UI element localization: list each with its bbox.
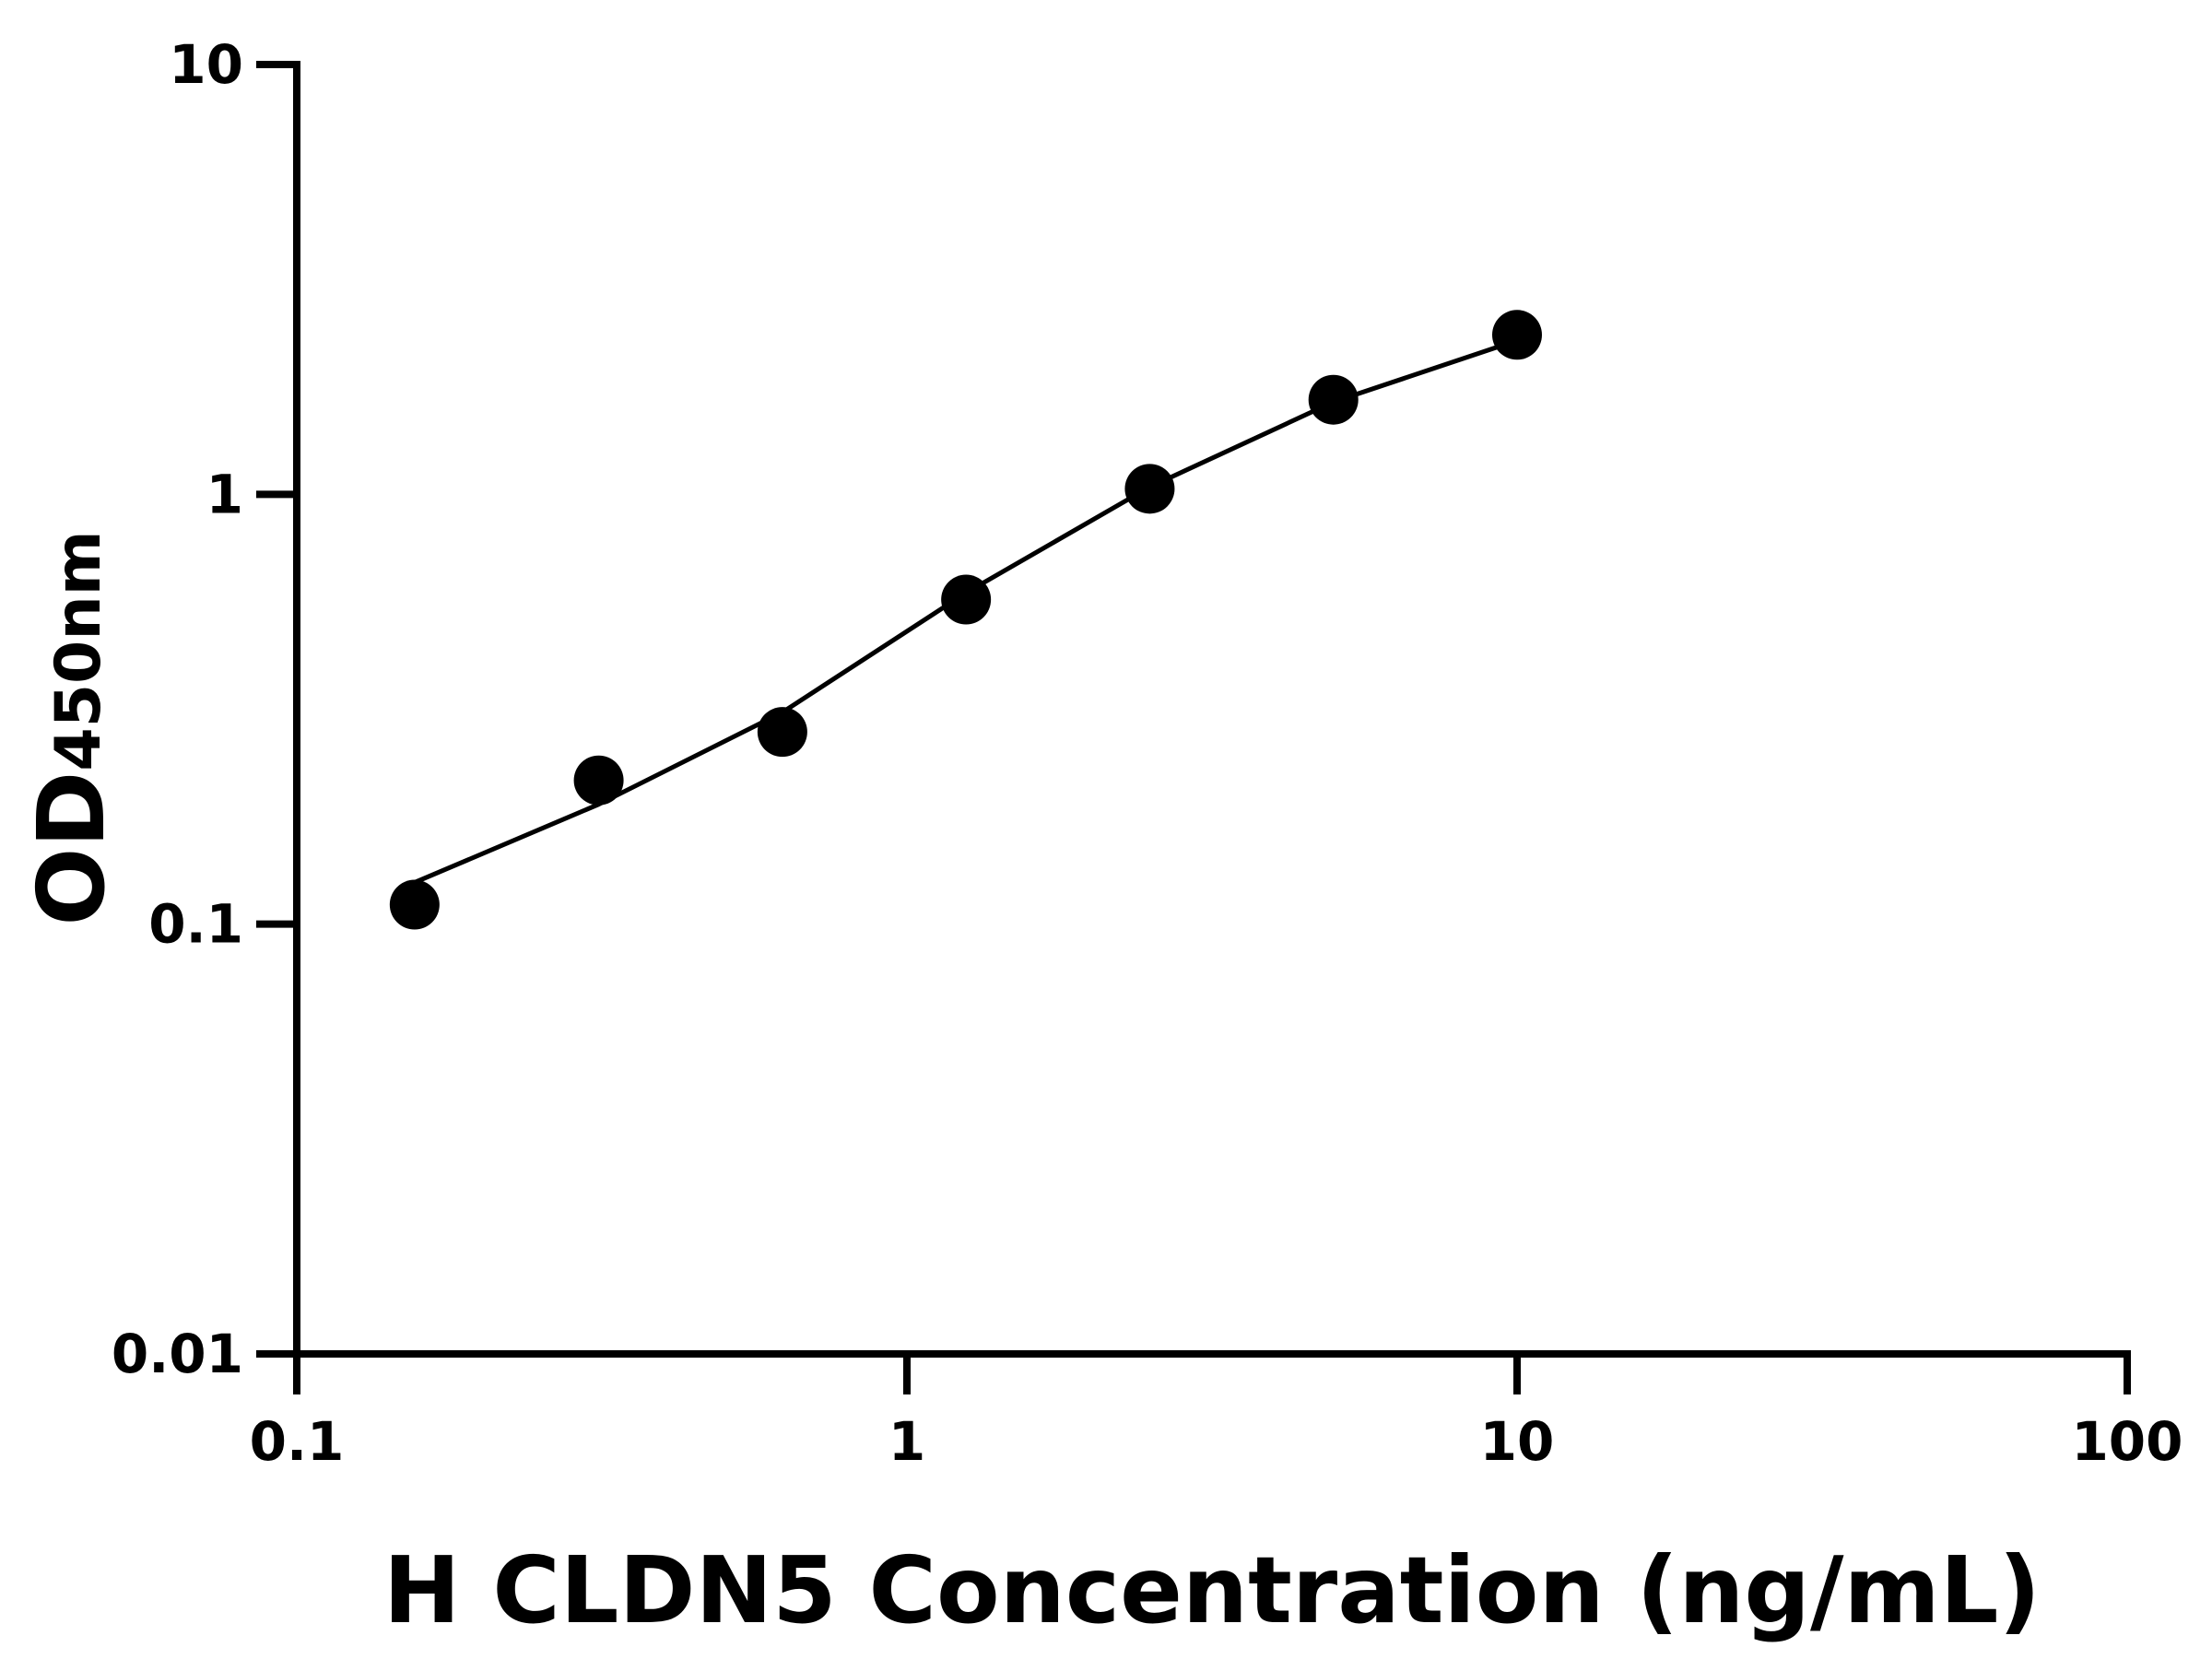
data-point xyxy=(1308,374,1359,425)
x-axis-title: H CLDN5 Concentration (ng/mL) xyxy=(383,1536,2041,1644)
data-point xyxy=(1124,464,1175,514)
data-point xyxy=(389,879,440,930)
data-point xyxy=(1492,310,1542,360)
y-axis-title-sub: 450nm xyxy=(42,530,115,771)
y-tick-label: 1 xyxy=(206,463,243,525)
data-point xyxy=(573,755,624,806)
data-point xyxy=(757,707,807,758)
x-tick-label: 0.1 xyxy=(250,1410,345,1473)
y-axis-title-main: OD xyxy=(18,771,125,926)
x-tick-label: 10 xyxy=(1480,1410,1555,1473)
x-tick-label: 100 xyxy=(2071,1410,2183,1473)
y-tick-label: 0.1 xyxy=(148,893,243,956)
x-tick-label: 1 xyxy=(888,1410,925,1473)
y-tick-label: 10 xyxy=(169,33,243,96)
data-point xyxy=(941,574,992,625)
y-tick-label: 0.01 xyxy=(112,1323,243,1385)
y-axis-title: OD450nm xyxy=(18,530,125,925)
